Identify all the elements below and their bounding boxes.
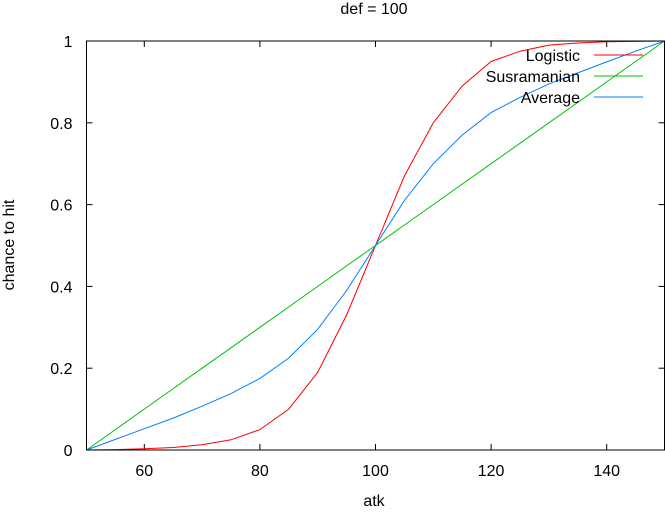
x-tick-label: 80 xyxy=(251,463,269,480)
x-tick-label: 120 xyxy=(478,463,505,480)
legend: Logistic Susramanian Average xyxy=(486,48,643,107)
series-line-average xyxy=(86,40,665,451)
y-tick-label: 1 xyxy=(64,34,73,51)
x-tick-label: 100 xyxy=(362,463,389,480)
y-axis-label: chance to hit xyxy=(1,199,18,290)
chart-title: def = 100 xyxy=(340,1,407,18)
y-tick-label: 0 xyxy=(64,443,73,460)
x-axis-label: atk xyxy=(363,493,385,508)
x-tick-label: 140 xyxy=(593,463,620,480)
y-tick-label: 0.2 xyxy=(50,361,72,378)
x-tick-label: 60 xyxy=(135,463,153,480)
legend-label: Susramanian xyxy=(486,69,580,86)
y-tick-label: 0.4 xyxy=(50,279,72,296)
legend-label: Average xyxy=(521,90,580,107)
y-tick-label: 0.8 xyxy=(50,116,72,133)
legend-label: Logistic xyxy=(526,48,580,65)
y-tick-label: 0.6 xyxy=(50,198,72,215)
